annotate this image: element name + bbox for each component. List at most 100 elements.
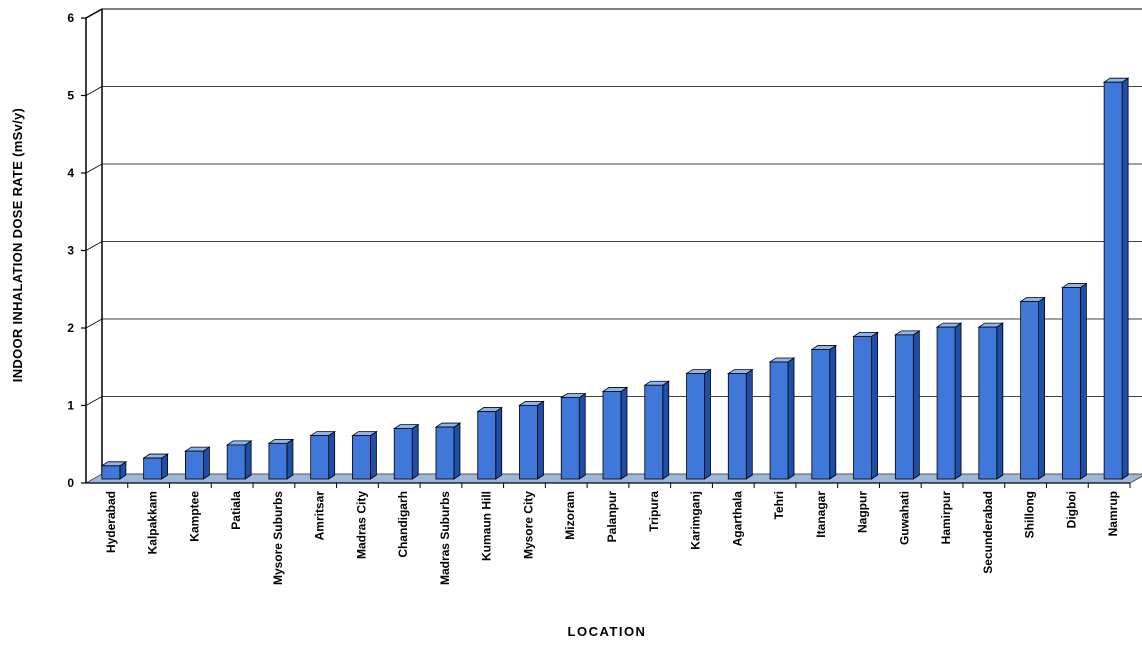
y-tick-label: 1 [67, 399, 74, 413]
bar-side [537, 400, 544, 480]
x-tick-label: Kalpakkam [146, 491, 160, 554]
bar-front [1020, 301, 1039, 480]
bar [309, 430, 337, 480]
bar-front [1061, 287, 1081, 480]
y-tick-label: 5 [67, 89, 74, 103]
bar-side [244, 440, 252, 480]
bar [100, 461, 128, 480]
bar-side [453, 422, 461, 480]
bar-side [745, 368, 753, 480]
bar-side [620, 386, 628, 480]
bar [1061, 282, 1088, 480]
x-tick-label: Kamptee [187, 491, 201, 542]
y-axis-title: INDOOR INHALATION DOSE RATE (mSv/y) [10, 108, 25, 382]
bar [1102, 77, 1130, 480]
bar [184, 446, 211, 480]
x-tick-labels: Hyderabad Kalpakkam Kamptee Patiala Mysore S… [104, 491, 1120, 585]
x-tick-label: Agarthala [730, 491, 744, 547]
y-tick-label: 4 [67, 166, 74, 180]
bar-front [268, 442, 288, 480]
x-tick-label: Nagpur [856, 491, 870, 533]
bar-side [662, 380, 670, 480]
y-tick-label: 0 [67, 476, 74, 490]
bar-front [978, 326, 998, 480]
gridline-side [85, 318, 103, 329]
x-tick-label: Madras Suburbs [438, 491, 452, 585]
bar-front [101, 465, 121, 480]
x-tick-label: Secunderabad [981, 491, 995, 574]
bar [142, 453, 169, 480]
bar-front [936, 326, 956, 480]
bar [810, 344, 838, 480]
bar [852, 331, 879, 480]
x-tick-label: Mysore City [521, 491, 535, 559]
bar-side [871, 331, 878, 480]
bar-side [704, 368, 711, 480]
bar [559, 392, 587, 480]
bar-side [411, 423, 419, 480]
bar-side [912, 330, 920, 480]
bar [601, 386, 629, 480]
bar-front [184, 450, 204, 480]
bars [100, 77, 1130, 480]
bar-front [519, 404, 538, 480]
bar-side [202, 446, 210, 480]
bar-front [352, 435, 371, 480]
gridline-side [85, 241, 103, 251]
y-tick-labels: 0 1 2 3 4 5 6 [67, 11, 74, 490]
x-tick-label: Hamirpur [939, 491, 953, 545]
x-tick-label: Guwahati [897, 491, 911, 545]
x-tick-label: Mizoram [563, 491, 577, 540]
bar [768, 357, 796, 480]
bar [977, 322, 1005, 480]
bar-front [894, 334, 914, 480]
x-tick-label: Tripura [647, 491, 661, 532]
bar [685, 368, 712, 480]
gridline-side [85, 86, 103, 96]
x-axis-title: LOCATION [568, 624, 647, 639]
bar [225, 440, 253, 480]
bar-side [370, 430, 377, 480]
gridline-side [85, 163, 103, 174]
bar-side [1038, 296, 1045, 480]
x-tick-label: Palanpur [605, 491, 619, 543]
bar-front [393, 428, 413, 480]
bar-front [769, 361, 789, 480]
bar [893, 330, 921, 480]
bar [1019, 296, 1046, 480]
bar [643, 380, 671, 480]
x-tick-label: Hyderabad [104, 491, 118, 553]
y-axis-cap [85, 8, 103, 19]
bar [351, 430, 378, 480]
bar-side [954, 322, 962, 480]
bar-front [435, 426, 455, 480]
bar-front [310, 435, 330, 480]
bar-side [578, 392, 586, 480]
x-tick-label: Patiala [229, 491, 243, 530]
bar-side [286, 438, 294, 480]
x-tick-label: Amritsar [313, 491, 327, 541]
bar-front [686, 373, 705, 480]
bar-front [226, 444, 246, 480]
bar-side [829, 344, 837, 480]
bar [434, 422, 462, 480]
bar [267, 438, 295, 480]
bar-front [602, 391, 622, 480]
y-tick-label: 6 [67, 11, 74, 25]
bar [476, 406, 504, 480]
bar-front [477, 411, 497, 480]
x-tick-label: Digboi [1064, 491, 1078, 528]
x-tick-label: Kumaun Hill [480, 491, 494, 561]
bar-front [853, 335, 872, 480]
bar-front [727, 373, 747, 480]
bar-side [495, 406, 503, 480]
bar-side [1079, 282, 1087, 480]
x-tick-label: Namrup [1106, 491, 1120, 536]
bar-front [560, 397, 580, 480]
bar-front [1103, 81, 1123, 480]
x-tick-label: Itanagar [814, 491, 828, 538]
x-tick-label: Karimganj [689, 491, 703, 550]
bar [518, 400, 545, 480]
bar-side [328, 430, 336, 480]
x-tick-label: Shillong [1023, 491, 1037, 538]
